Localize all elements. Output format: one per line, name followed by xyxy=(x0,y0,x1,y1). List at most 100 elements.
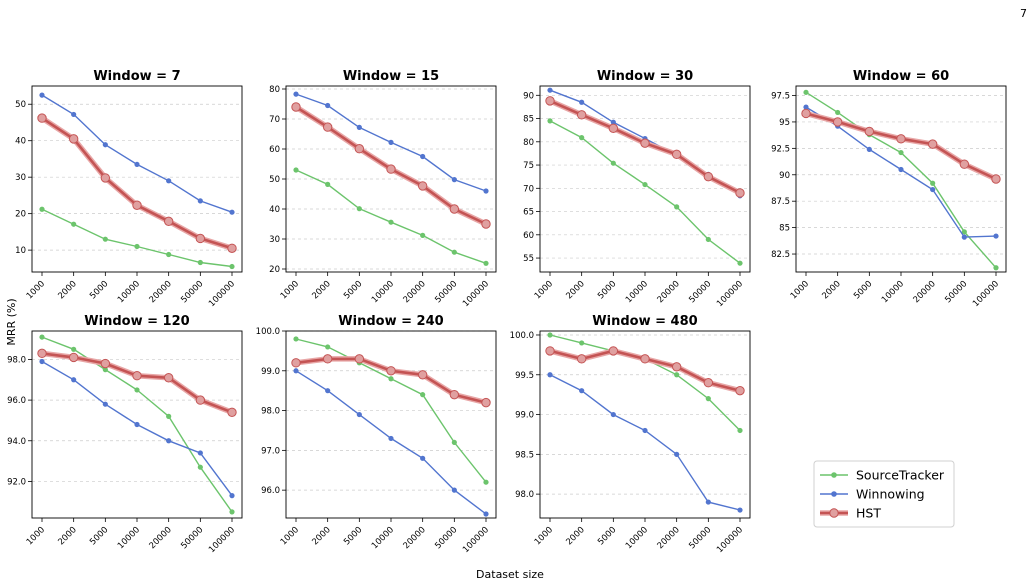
panel-title: Window = 120 xyxy=(84,314,189,329)
legend-marker xyxy=(831,491,837,497)
data-point xyxy=(356,124,362,130)
x-tick-label: 2000 xyxy=(564,279,586,301)
x-tick-label: 5000 xyxy=(852,279,874,301)
data-point xyxy=(483,260,489,266)
data-point xyxy=(356,411,362,418)
series-winnowing xyxy=(547,372,743,513)
data-point xyxy=(386,164,396,174)
data-point xyxy=(671,362,682,372)
data-point xyxy=(674,451,680,457)
panel-title: Window = 60 xyxy=(853,69,949,84)
data-point xyxy=(579,388,585,394)
x-tick-label: 1000 xyxy=(533,279,555,301)
panel-title: Window = 15 xyxy=(343,69,439,84)
data-point xyxy=(803,104,809,110)
series-sourcetracker xyxy=(293,167,489,266)
data-point xyxy=(483,479,489,485)
y-tick-label: 75 xyxy=(523,161,534,171)
y-tick-label: 97.0 xyxy=(261,446,280,456)
panel-window-480: 98.0 98.5 99.0 99.5 100.0 1000 2000 5000 10000 20… xyxy=(510,314,751,555)
x-tick-label: 2000 xyxy=(820,279,842,301)
data-point xyxy=(293,368,299,374)
x-tick-label: 100000 xyxy=(461,525,491,555)
y-tick-label: 98.0 xyxy=(261,407,280,417)
data-point xyxy=(547,118,553,124)
x-tick-label: 50000 xyxy=(687,525,713,551)
data-point xyxy=(896,134,906,144)
data-point xyxy=(735,188,745,198)
data-point xyxy=(961,234,967,240)
data-point xyxy=(163,216,174,227)
legend: SourceTracker Winnowing HST xyxy=(813,460,955,528)
data-point xyxy=(420,455,426,461)
data-point xyxy=(451,249,457,255)
x-tick-label: 5000 xyxy=(342,279,364,301)
data-point xyxy=(100,358,111,369)
data-point xyxy=(197,464,203,470)
data-point xyxy=(832,117,843,127)
data-point xyxy=(227,243,237,253)
y-tick-label: 50 xyxy=(269,175,280,185)
data-point xyxy=(545,346,555,356)
data-point xyxy=(227,407,237,418)
data-point xyxy=(642,427,648,434)
y-tick-label: 80 xyxy=(269,85,280,95)
x-tick-label: 2000 xyxy=(310,525,332,547)
panel-title: Window = 30 xyxy=(597,69,693,84)
y-tick-label: 98.0 xyxy=(7,355,26,365)
x-tick-label: 2000 xyxy=(564,525,586,547)
x-tick-label: 20000 xyxy=(656,279,682,305)
data-point xyxy=(483,188,489,194)
y-tick-label: 99.5 xyxy=(515,371,534,381)
data-point xyxy=(959,159,970,169)
x-tick-label: 100000 xyxy=(715,525,745,555)
series-hst xyxy=(291,102,491,229)
data-point xyxy=(102,142,108,148)
y-tick-label: 70 xyxy=(269,115,280,125)
y-tick-label: 90 xyxy=(779,171,790,181)
data-point xyxy=(195,395,206,405)
x-tick-label: 50000 xyxy=(179,525,205,551)
data-point xyxy=(356,206,362,212)
data-point xyxy=(674,372,680,378)
y-tick-label: 80 xyxy=(523,138,534,148)
x-tick-label: 1000 xyxy=(789,279,811,301)
series-hst xyxy=(37,348,237,418)
data-point xyxy=(737,427,743,434)
data-point xyxy=(993,265,999,271)
data-point xyxy=(579,340,585,346)
data-point xyxy=(37,348,47,359)
y-tick-label: 20 xyxy=(15,210,26,220)
data-point xyxy=(576,110,587,120)
data-point xyxy=(102,401,108,407)
y-tick-label: 40 xyxy=(269,205,280,215)
data-point xyxy=(803,89,809,95)
y-tick-label: 96.0 xyxy=(261,486,280,496)
data-point xyxy=(608,123,619,134)
legend-marker xyxy=(831,472,837,478)
data-point xyxy=(449,204,460,214)
y-tick-label: 95 xyxy=(779,118,790,128)
data-point xyxy=(71,111,77,118)
legend-label: HST xyxy=(856,506,881,521)
legend-entry-winnowing: Winnowing xyxy=(820,487,925,502)
x-tick-label: 10000 xyxy=(116,525,142,551)
y-tick-label: 60 xyxy=(523,231,534,241)
series-winnowing xyxy=(39,92,235,215)
y-tick-label: 70 xyxy=(523,184,534,194)
x-tick-label: 5000 xyxy=(596,279,618,301)
data-point xyxy=(705,396,711,402)
y-tick-label: 55 xyxy=(523,254,534,264)
data-point xyxy=(39,334,45,340)
panel-title: Window = 7 xyxy=(93,69,180,84)
data-point xyxy=(100,173,111,183)
y-tick-label: 20 xyxy=(269,265,280,275)
data-point xyxy=(547,372,553,378)
data-point xyxy=(134,387,140,393)
x-tick-label: 10000 xyxy=(624,279,650,305)
y-tick-label: 85 xyxy=(779,224,790,234)
data-point xyxy=(134,243,140,250)
x-tick-label: 2000 xyxy=(56,525,78,547)
x-tick-label: 2000 xyxy=(56,279,78,301)
data-point xyxy=(705,236,711,243)
